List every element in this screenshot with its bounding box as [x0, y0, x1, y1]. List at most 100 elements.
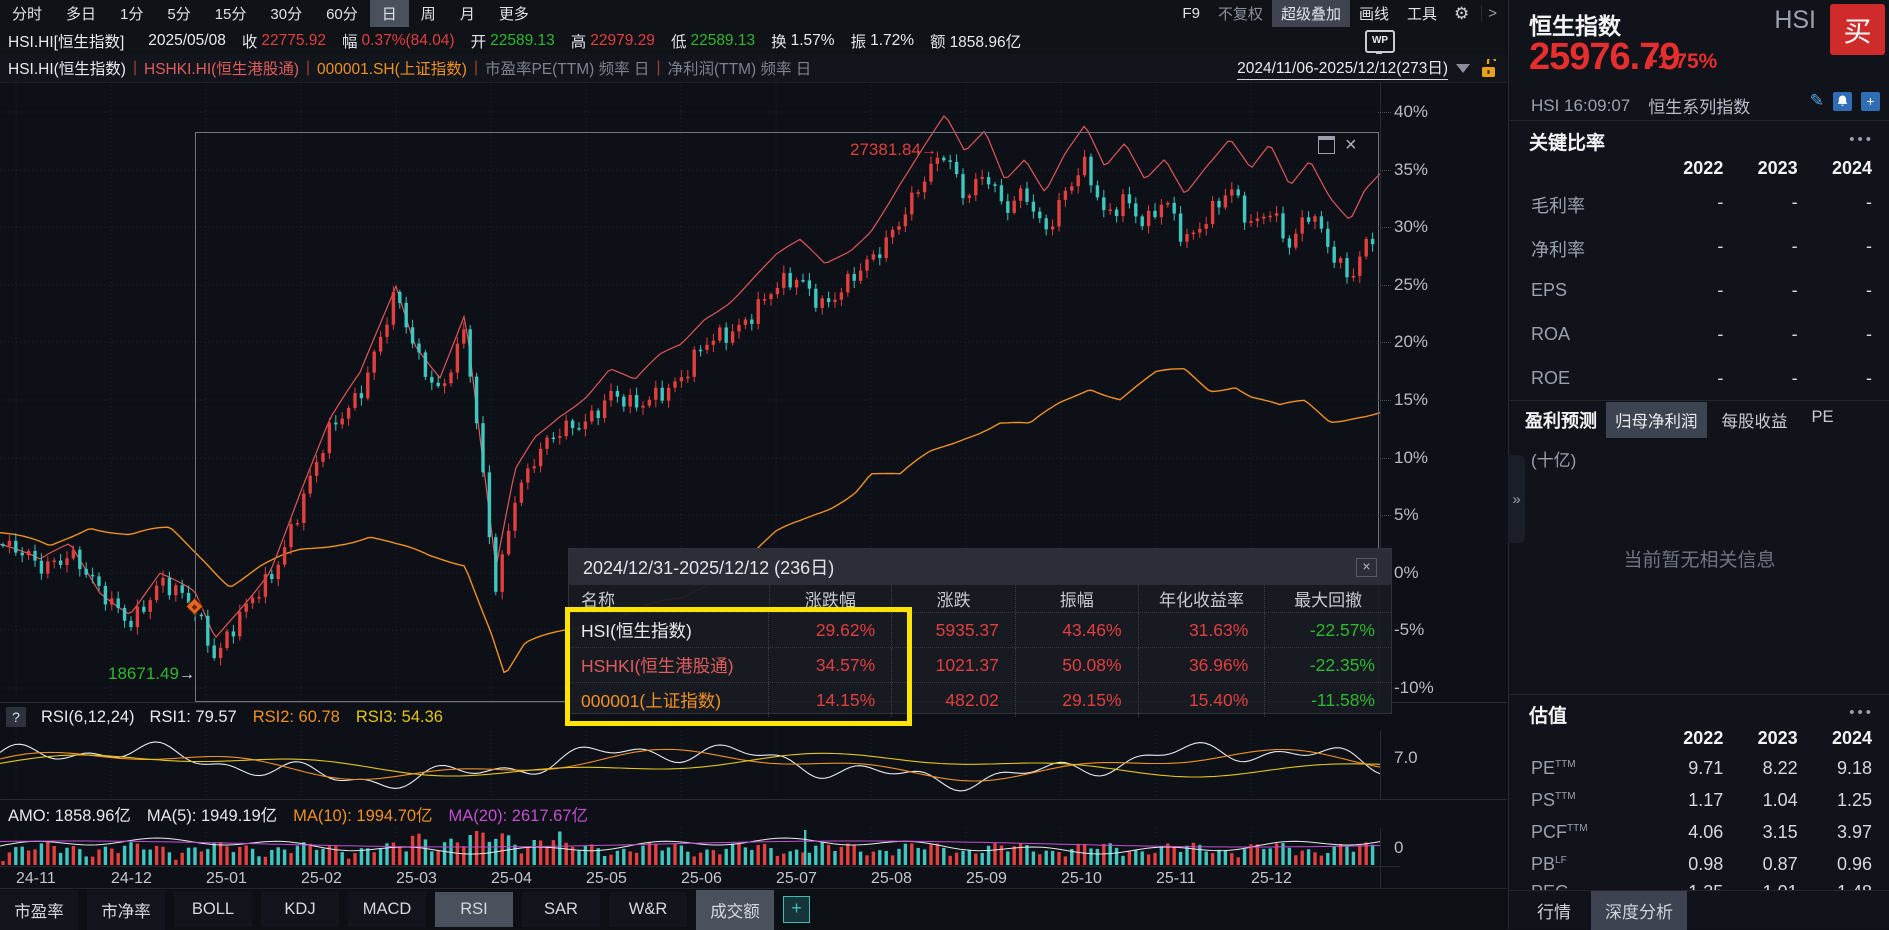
amplitude-label: 振 [850, 33, 867, 51]
legend-items: HSI.HI(恒生指数) | HSHKI.HI(恒生港股通) | 000001.SH(上… [8, 57, 811, 79]
period-tab-60分[interactable]: 60分 [326, 6, 358, 23]
valuation-label: PCFTTM [1531, 822, 1588, 842]
key-ratio-row: 净利率 - - - [1509, 236, 1889, 262]
more-menu-icon[interactable]: ••• [1849, 704, 1874, 721]
chevron-down-icon[interactable] [1456, 63, 1470, 73]
comparison-popup[interactable]: 2024/12/31-2025/12/12 (236日) × 名称 涨跌幅 涨跌 振幅… [568, 548, 1392, 717]
year-header: 2024 [1831, 728, 1872, 748]
period-tab-周[interactable]: 周 [420, 6, 436, 23]
forecast-title: 盈利预测 [1525, 410, 1597, 431]
valuation-label: PSTTM [1531, 790, 1576, 810]
period-tab-分时[interactable]: 分时 [12, 6, 43, 23]
indicator-tab-W&R[interactable]: W&R [609, 892, 687, 927]
high-annotation: 27381.84→ [850, 140, 937, 159]
panel-tab-行情[interactable]: 行情 [1537, 902, 1571, 922]
rsi-chart[interactable] [0, 731, 1380, 799]
more-menu-icon[interactable]: ••• [1849, 131, 1874, 148]
x-axis-label: 24-12 [111, 870, 152, 887]
period-tab-1分[interactable]: 1分 [120, 6, 144, 23]
ratio-value: - [1717, 368, 1724, 388]
period-tab-更多[interactable]: 更多 [498, 6, 529, 23]
buy-button[interactable]: 买 [1830, 4, 1885, 55]
toolbar-item-超级叠加[interactable]: 超级叠加 [1271, 0, 1350, 27]
indicator-tab-RSI[interactable]: RSI [435, 892, 513, 927]
popup-row[interactable]: 000001(上证指数) 14.15% 482.02 29.15% 15.40% -11.… [569, 682, 1391, 717]
popup-row[interactable]: HSHKI(恒生港股通) 34.57% 1021.37 50.08% 36.96% -22… [569, 647, 1391, 682]
low-annotation: 18671.49→ [108, 664, 195, 683]
y-axis-label: 15% [1394, 390, 1429, 409]
toolbar-item-工具[interactable]: 工具 [1406, 6, 1437, 23]
popup-column-header: 振幅 [1014, 585, 1138, 612]
indicator-tab-KDJ[interactable]: KDJ [261, 892, 339, 927]
info-bar: HSI.HI[恒生指数] 2025/05/08 收 22775.92 幅 0.37%… [0, 27, 1507, 56]
period-tab-30分[interactable]: 30分 [270, 6, 303, 23]
wp-monitor-icon[interactable]: WP [1365, 30, 1395, 56]
forecast-tab-每股收益[interactable]: 每股收益 [1721, 412, 1788, 431]
legend-item[interactable]: HSHKI.HI(恒生港股通) [144, 61, 300, 78]
legend-item[interactable]: 净利润(TTM) 频率 日 [667, 61, 812, 78]
edit-icon[interactable]: ✎ [1809, 91, 1824, 110]
x-axis-label: 24-11 [16, 870, 56, 887]
valuation-value: 3.15 [1762, 822, 1798, 842]
y-axis-label: 30% [1394, 217, 1429, 236]
restore-window-icon[interactable] [1318, 136, 1335, 154]
indicator-tab-市净率[interactable]: 市净率 [87, 889, 165, 930]
valuation-row: PSTTM 1.17 1.04 1.25 [1509, 790, 1889, 811]
period-tab-15分[interactable]: 15分 [214, 6, 247, 23]
date-range-control[interactable]: 2024/11/06-2025/12/12(273日) [1237, 56, 1507, 80]
period-tab-月[interactable]: 月 [459, 6, 475, 23]
chevron-right-icon[interactable]: > [1481, 5, 1507, 22]
index-series-name[interactable]: 恒生系列指数 [1648, 98, 1751, 117]
toolbar-item-画线[interactable]: 画线 [1358, 6, 1389, 23]
indicator-tab-SAR[interactable]: SAR [522, 892, 600, 927]
collapse-panel-icon[interactable]: » [1508, 455, 1525, 543]
low-label: 低 [670, 33, 687, 51]
forecast-tab-归母净利润[interactable]: 归母净利润 [1606, 401, 1707, 438]
legend-item[interactable]: 市盈率PE(TTM) 频率 日 [484, 61, 650, 78]
alert-bell-icon[interactable] [1833, 91, 1852, 111]
key-ratio-row: EPS - - - [1509, 280, 1889, 301]
date-range-label[interactable]: 2024/11/06-2025/12/12(273日) [1237, 56, 1448, 80]
y-axis-label: 40% [1394, 102, 1429, 121]
unlock-icon[interactable] [1480, 58, 1497, 78]
help-icon[interactable]: ? [6, 707, 26, 727]
valuation-row: PCFTTM 4.06 3.15 3.97 [1509, 822, 1889, 843]
legend-item[interactable]: 000001.SH(上证指数) [317, 61, 467, 78]
toolbar-item-F9[interactable]: F9 [1182, 5, 1200, 22]
period-tabs: 分时 多日 1分 5分 15分 30分 60分日周 月 更多 [0, 0, 541, 27]
ratio-value: - [1791, 192, 1798, 212]
last-price: 25976.79 [1529, 36, 1680, 78]
volume-chart[interactable] [0, 828, 1380, 866]
close-overlay-icon[interactable]: × [1345, 134, 1357, 156]
ratio-label: EPS [1531, 280, 1568, 300]
period-tab-多日[interactable]: 多日 [66, 6, 97, 23]
x-axis-label: 25-06 [681, 870, 722, 887]
forecast-tab-PE[interactable]: PE [1811, 407, 1834, 426]
toolbar-item-不复权[interactable]: 不复权 [1217, 6, 1263, 23]
period-tab-日[interactable]: 日 [369, 0, 409, 27]
panel-tab-深度分析[interactable]: 深度分析 [1591, 890, 1687, 930]
valuation-value: 1.04 [1762, 790, 1798, 810]
legend-item[interactable]: HSI.HI(恒生指数) [8, 61, 126, 78]
popup-row[interactable]: HSI(恒生指数) 29.62% 5935.37 43.46% 31.63% -22.57… [569, 612, 1391, 647]
valuation-sup: TTM [1555, 759, 1576, 770]
popup-close-icon[interactable]: × [1356, 557, 1377, 577]
ratio-value: - [1717, 192, 1724, 212]
valuation-value: 8.22 [1762, 758, 1798, 778]
valuation-title: 估值 [1529, 706, 1568, 727]
indicator-tab-成交额[interactable]: 成交额 [696, 889, 774, 930]
popup-cell: HSHKI(恒生港股通) [581, 655, 734, 676]
add-indicator-button[interactable]: + [783, 896, 810, 923]
indicator-tab-MACD[interactable]: MACD [348, 892, 426, 927]
gear-icon[interactable]: ⚙ [1453, 3, 1470, 23]
indicator-tab-BOLL[interactable]: BOLL [174, 892, 252, 927]
rsi-value: RSI2: 60.78 [252, 707, 340, 726]
price-chart[interactable] [0, 82, 1380, 700]
year-header-spacer [1531, 728, 1649, 749]
change-value: 0.37%(84.04) [361, 31, 455, 49]
indicator-tab-市盈率[interactable]: 市盈率 [0, 889, 78, 930]
valuation-years: 2022 2023 2024 [1509, 728, 1889, 749]
add-watchlist-icon[interactable]: + [1861, 91, 1880, 111]
popup-cell: 1021.37 [891, 648, 1015, 682]
period-tab-5分[interactable]: 5分 [167, 6, 191, 23]
